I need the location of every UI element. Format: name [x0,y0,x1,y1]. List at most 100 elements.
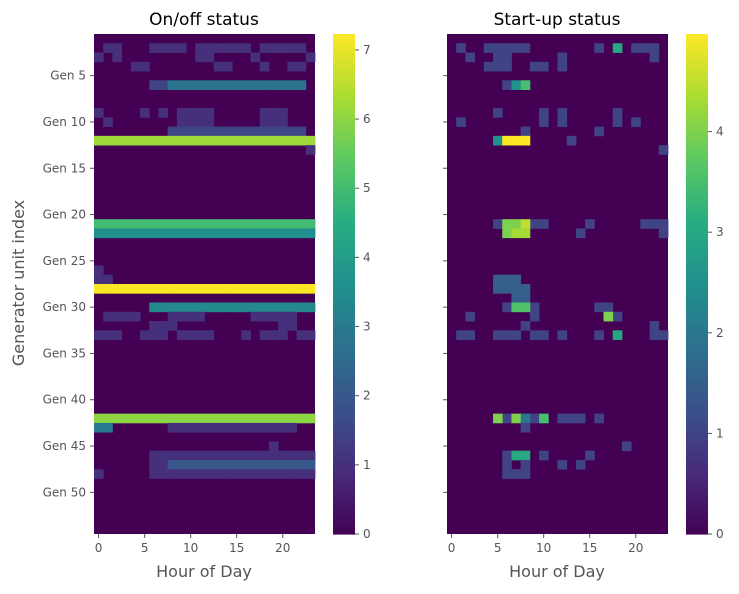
heatmap-cell [176,413,187,424]
heatmap-cell [204,80,215,90]
heatmap-cell [502,284,512,294]
colorbar-segment [686,479,708,485]
heatmap-cell [594,413,604,424]
heatmap-cell [195,43,205,53]
colorbar-segment [686,494,708,500]
heatmap-cell [176,43,187,53]
colorbar-segment [333,514,355,520]
colorbar-segment [333,354,355,360]
colorbar-segment [333,59,355,65]
heatmap-cell [296,135,307,146]
heatmap-cell [539,117,549,127]
heatmap-cell [94,274,104,285]
colorbar-segment [686,364,708,370]
colorbar-tick-label: 6 [363,112,371,126]
colorbar-segment [686,59,708,65]
heatmap-cell [287,61,297,72]
heatmap-cell [511,293,522,303]
heatmap-cell [259,228,270,239]
colorbar-segment [333,334,355,340]
heatmap-cell [140,228,150,239]
heatmap-cell [287,135,297,146]
heatmap-cell [195,135,205,146]
heatmap-cell [204,469,215,479]
colorbar-segment [686,139,708,145]
heatmap-cell [204,459,215,470]
colorbar-segment [333,349,355,355]
heatmap-cell [296,219,307,229]
heatmap-cell [268,228,279,239]
colorbar-segment [686,79,708,85]
colorbar-segment [333,174,355,180]
heatmap-cell [213,219,224,229]
y-tick-label: Gen 50 [43,485,86,499]
heatmap-cell [149,321,159,331]
heatmap-cell [112,52,123,63]
colorbar-tick-label: 4 [716,125,724,139]
heatmap-cell [103,413,113,424]
colorbar-segment [686,74,708,80]
colorbar-segment [333,474,355,480]
heatmap-cell [186,80,196,90]
colorbar-segment [686,49,708,55]
heatmap-cell [287,413,297,424]
colorbar-segment [333,79,355,85]
heatmap-cell [594,126,604,137]
colorbar-segment [686,394,708,400]
heatmap-cell [149,469,159,479]
heatmap-cell [268,441,279,452]
heatmap-cell [520,459,531,470]
heatmap-cell [493,52,503,63]
heatmap-cell [167,43,178,53]
heatmap-cell [112,311,123,322]
heatmap-cell [259,80,270,90]
heatmap-cell [529,302,540,313]
colorbar-segment [333,384,355,390]
heatmap-cell [278,80,288,90]
colorbar-segment [686,369,708,375]
colorbar-segment [333,529,355,535]
colorbar-segment [686,249,708,255]
heatmap-cell [250,284,261,294]
heatmap-cell [167,469,178,479]
heatmap-cell [511,80,522,90]
heatmap-cell [287,302,297,313]
colorbar-segment [686,459,708,465]
heatmap-cell [649,330,660,340]
heatmap-cell [130,311,141,322]
heatmap-cell [502,302,512,313]
heatmap-cell [222,302,233,313]
heatmap-cell [502,274,512,285]
colorbar-segment [333,524,355,530]
heatmap-cell [502,80,512,90]
heatmap-cell [241,43,251,53]
y-tick-label: Gen 40 [43,393,86,407]
heatmap-cell [268,108,279,118]
heatmap-cell [305,135,316,146]
heatmap-cell [520,321,531,331]
heatmap-cell [305,459,316,470]
heatmap-cell [278,284,288,294]
colorbar-segment [333,429,355,435]
heatmap-cell [167,311,178,322]
y-tick-label: Gen 35 [43,346,86,360]
heatmap-cell [259,413,270,424]
heatmap-cell [278,422,288,433]
heatmap-cell [176,117,187,127]
heatmap-cell [158,459,169,470]
heatmap-cell [149,135,159,146]
heatmap-cell [103,228,113,239]
colorbar-segment [686,104,708,110]
colorbar-segment [686,309,708,315]
colorbar-segment [686,99,708,105]
colorbar-segment [333,289,355,295]
heatmap-cell [493,330,503,340]
heatmap-cell [493,135,503,146]
colorbar-segment [686,469,708,475]
colorbar-segment [686,519,708,525]
heatmap-cell [121,413,132,424]
heatmap-cell [287,219,297,229]
heatmap-cell [112,284,123,294]
heatmap-cell [259,135,270,146]
